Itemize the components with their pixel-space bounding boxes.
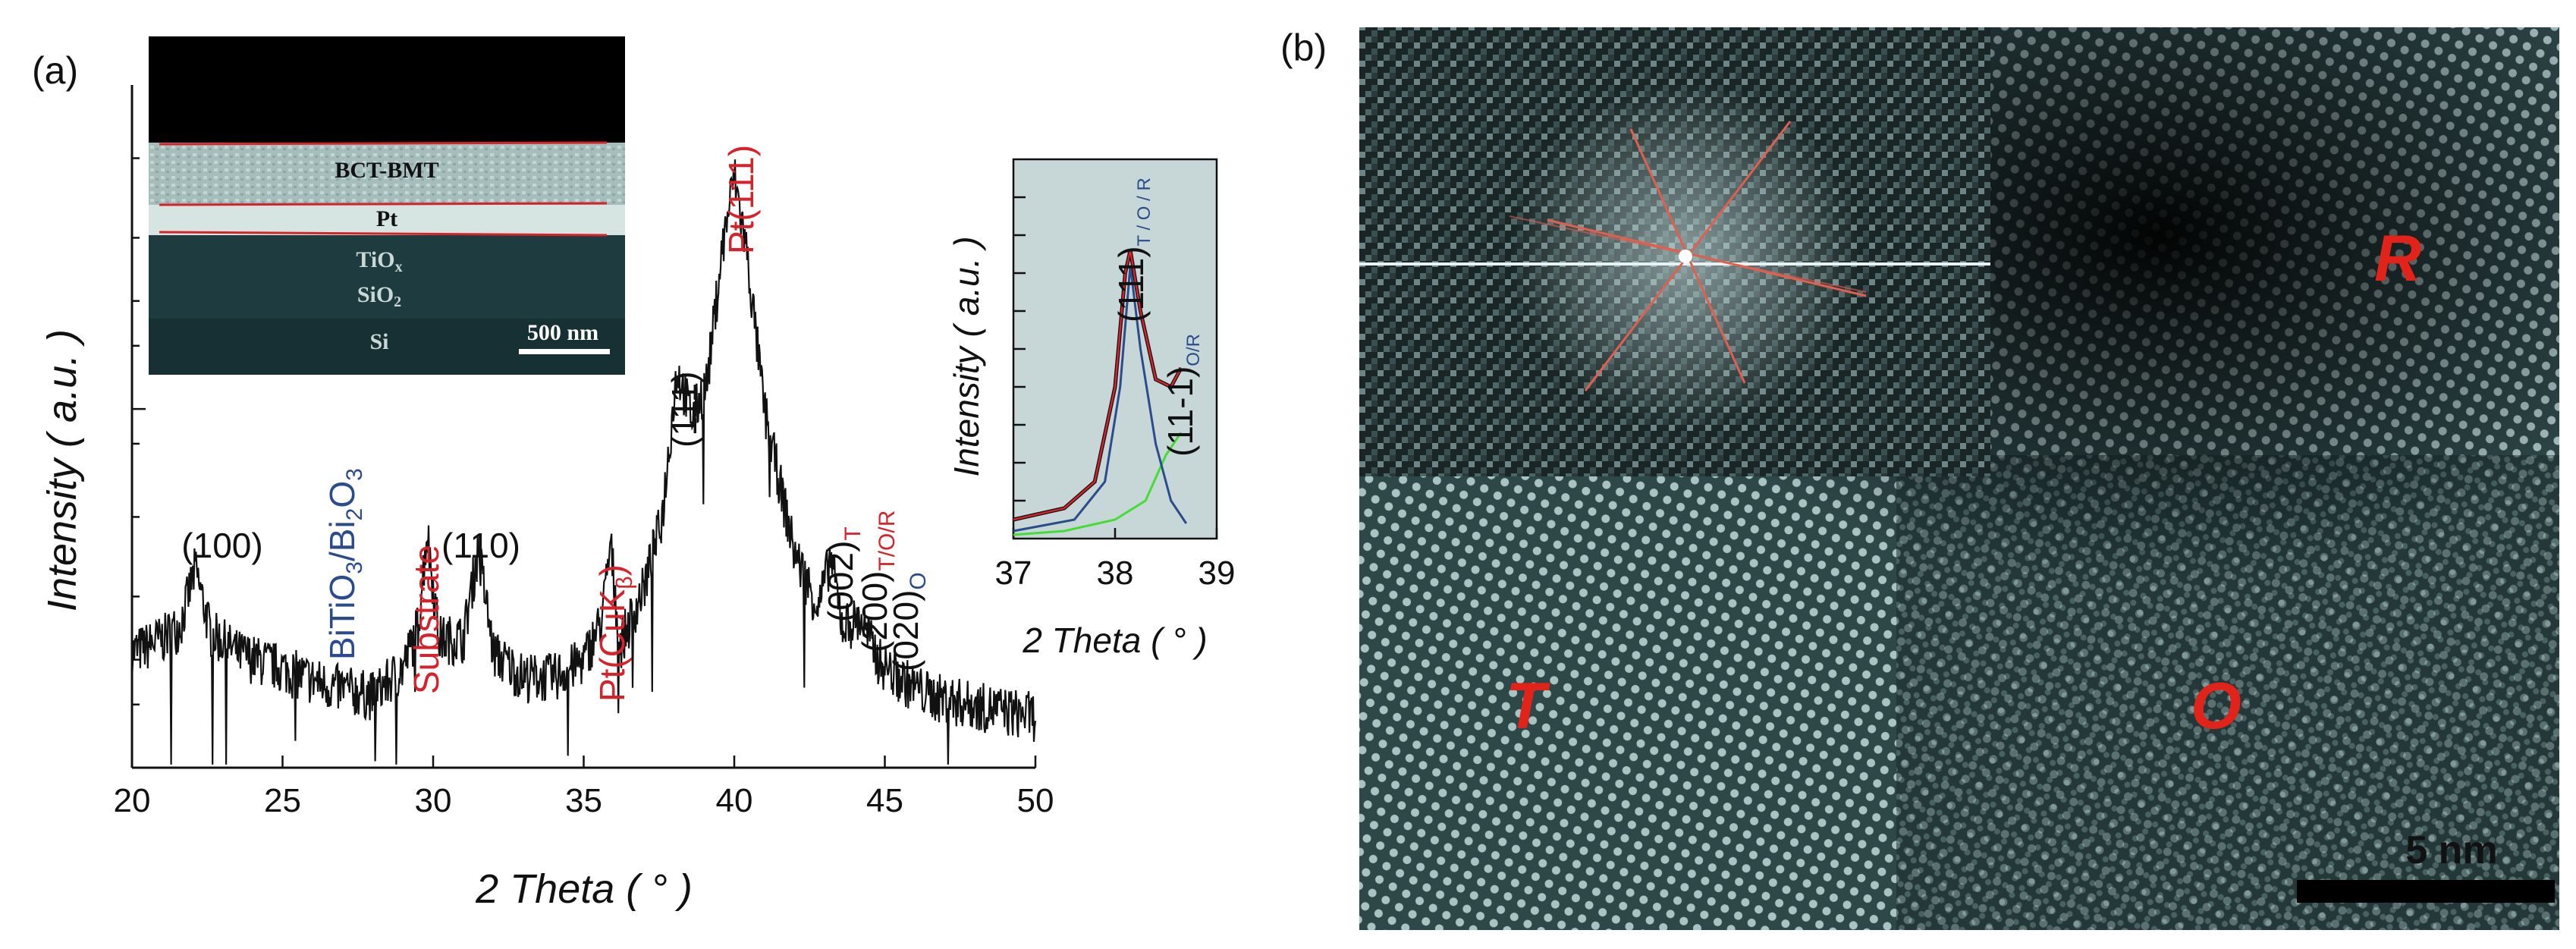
- fft-center-spot: [1679, 250, 1692, 263]
- inset-x-axis-title: 2 Theta ( ° ): [1022, 621, 1207, 660]
- y-ticks: [132, 157, 146, 705]
- phase-label-r: R: [2374, 222, 2421, 295]
- x-tick-label: 50: [1017, 782, 1054, 819]
- sem-layer-pt: [149, 205, 625, 235]
- panel-a: (a) 20 25 30 35 40 45 50 2 Theta ( ° ) Intensi…: [32, 36, 1235, 912]
- hrtem-image: [1359, 27, 2559, 930]
- sem-label-sio2: SiO2: [357, 282, 401, 310]
- sem-scale-bar: [519, 349, 610, 354]
- annotation-020-o: (020)O: [886, 572, 931, 671]
- inset-x-tick-label: 37: [995, 555, 1032, 592]
- y-axis-title: Intensity ( a.u. ): [39, 329, 85, 611]
- sem-inset: BCT-BMT Pt TiOx SiO2 Si 500 nm: [149, 36, 625, 375]
- annotation-200-tor: (200)T/O/R: [855, 511, 900, 652]
- annotation-bitio3-bi2o3: BiTiO3/Bi2O3: [322, 468, 367, 660]
- inset-y-axis-title: Intensity ( a.u. ): [947, 236, 986, 476]
- panel-a-label: (a): [32, 49, 78, 92]
- annotation-substrate: Substrate: [407, 545, 446, 694]
- sem-layer-film: [149, 143, 625, 205]
- inset-x-ticks: 37 38 39: [995, 528, 1236, 592]
- x-tick-label: 30: [415, 782, 452, 819]
- annotation-110: (110): [441, 526, 520, 565]
- phase-label-o: O: [2191, 670, 2241, 743]
- peak-annotations: (100) BiTiO3/Bi2O3 Substrate (110) Pt(Cu…: [181, 145, 931, 702]
- sem-scale-label: 500 nm: [527, 320, 598, 345]
- inset-series-111-tor: [1013, 265, 1188, 533]
- x-tick-label: 20: [114, 782, 151, 819]
- sem-interface-pt-bottom: [159, 231, 608, 237]
- sem-label-pt: Pt: [376, 206, 397, 231]
- annotation-111: (111): [664, 371, 704, 448]
- annotation-002-t: (002)T: [821, 526, 865, 622]
- inset-x-tick-label: 39: [1198, 555, 1236, 592]
- inset-series-fit: [1013, 250, 1183, 521]
- x-tick-label: 25: [264, 782, 301, 819]
- x-tick-label: 35: [565, 782, 602, 819]
- x-tick-label: 45: [866, 782, 903, 819]
- xrd-series-line: [130, 159, 1037, 765]
- sem-label-si: Si: [369, 329, 388, 354]
- inset-annotation-111: (111)T / O / R: [1111, 178, 1154, 322]
- annotation-100: (100): [181, 526, 262, 565]
- phase-label-t: T: [1506, 670, 1550, 743]
- panel-b-label: (b): [1280, 27, 1327, 69]
- panel-b: (b) R T O 5 nm: [1280, 27, 2559, 930]
- sem-layer-si: [149, 319, 625, 375]
- annotation-pt-111: Pt(111): [721, 145, 761, 254]
- inset-series-11-1-or: [1013, 432, 1183, 536]
- sem-label-tiox: TiOx: [356, 247, 402, 275]
- sem-interface-pt-top: [159, 202, 608, 206]
- inset-annotation-11-1: (11-1)O/R: [1161, 334, 1204, 457]
- sem-interface-top: [159, 141, 608, 146]
- x-axis-title: 2 Theta ( ° ): [475, 866, 693, 912]
- scale-bar: [2297, 880, 2555, 903]
- inset-x-tick-label: 38: [1097, 555, 1134, 592]
- x-tick-label: 40: [716, 782, 753, 819]
- sem-label-bct-bmt: BCT-BMT: [335, 158, 438, 183]
- x-ticks: 20 25 30 35 40 45 50: [114, 756, 1054, 819]
- main-axes: 20 25 30 35 40 45 50 2 Theta ( ° ) Intensity (…: [39, 85, 1054, 912]
- scale-bar-label: 5 nm: [2405, 828, 2497, 872]
- annotation-pt-cukbeta: Pt(CuKβ): [592, 564, 637, 702]
- inset-y-ticks: [1013, 196, 1026, 502]
- inset-chart: 37 38 39 (111)T / O / R (11-1)O/R Intensit…: [947, 158, 1236, 660]
